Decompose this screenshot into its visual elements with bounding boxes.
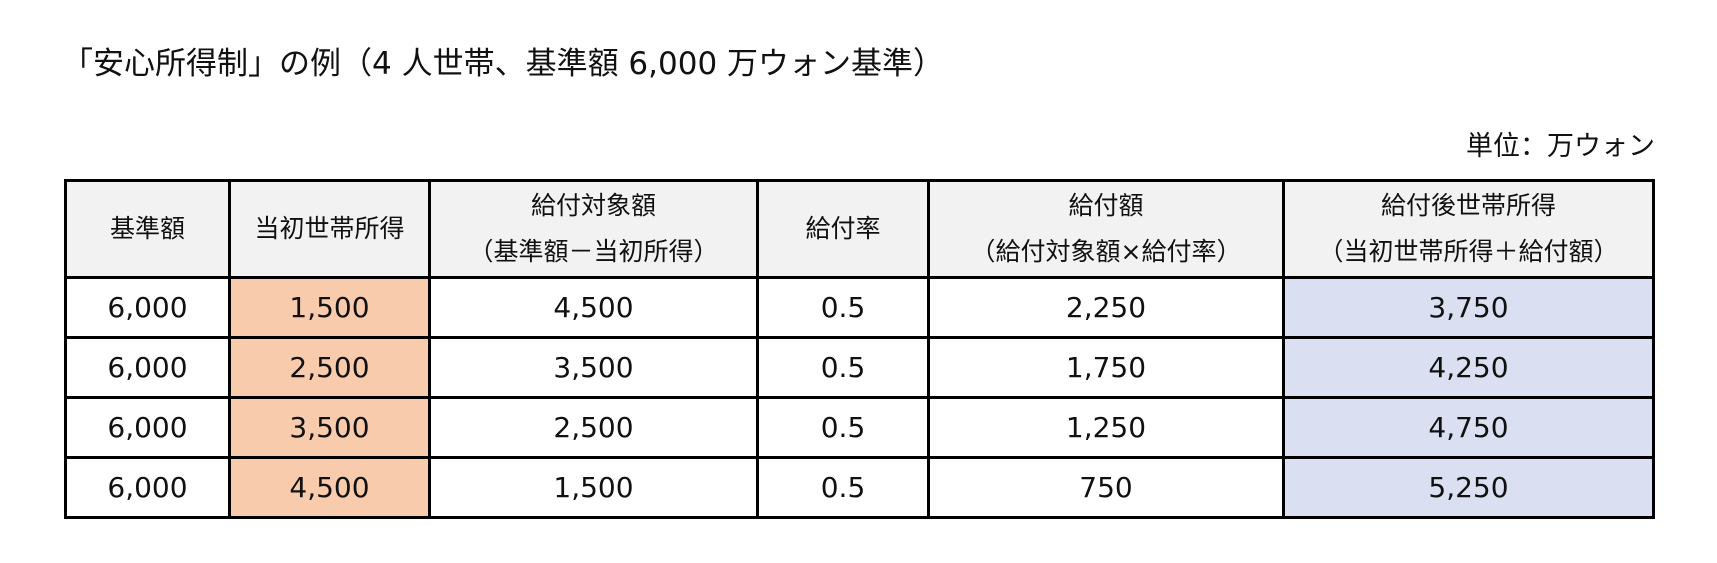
cell-benefit-amount: 2,250 (927, 276, 1285, 339)
table-header-row: 基準額 当初世帯所得 給付対象額 （基準額－当初所得） 給付率 給付額 （給付対… (64, 179, 1655, 279)
header-benefit-rate: 給付率 (756, 179, 930, 279)
header-initial-income: 当初世帯所得 (228, 179, 431, 279)
header-sublabel: （当初世帯所得＋給付額） (1318, 237, 1619, 266)
cell-base-amount: 6,000 (64, 276, 231, 339)
header-after-income: 給付後世帯所得 （当初世帯所得＋給付額） (1282, 179, 1655, 279)
header-benefit-amount: 給付額 （給付対象額×給付率） (927, 179, 1285, 279)
header-benefit-target: 給付対象額 （基準額－当初所得） (428, 179, 759, 279)
cell-base-amount: 6,000 (64, 336, 231, 399)
cell-initial-income: 1,500 (228, 276, 431, 339)
cell-benefit-amount: 750 (927, 456, 1285, 519)
cell-initial-income: 3,500 (228, 396, 431, 459)
cell-benefit-amount: 1,250 (927, 396, 1285, 459)
page-title: 「安心所得制」の例（4 人世帯、基準額 6,000 万ウォン基準） (62, 46, 945, 82)
cell-base-amount: 6,000 (64, 396, 231, 459)
cell-benefit-amount: 1,750 (927, 336, 1285, 399)
cell-benefit-target: 2,500 (428, 396, 759, 459)
header-base-amount: 基準額 (64, 179, 231, 279)
unit-label: 単位：万ウォン (1466, 131, 1655, 162)
cell-benefit-rate: 0.5 (756, 336, 930, 399)
cell-benefit-target: 1,500 (428, 456, 759, 519)
cell-after-income: 4,250 (1282, 336, 1655, 399)
table-row: 6,000 1,500 4,500 0.5 2,250 3,750 (64, 276, 1655, 339)
cell-benefit-rate: 0.5 (756, 276, 930, 339)
cell-after-income: 4,750 (1282, 396, 1655, 459)
cell-after-income: 3,750 (1282, 276, 1655, 339)
table-row: 6,000 2,500 3,500 0.5 1,750 4,250 (64, 336, 1655, 399)
header-label: 給付対象額 (530, 191, 656, 220)
header-label: 基準額 (109, 214, 185, 243)
header-label: 当初世帯所得 (254, 214, 405, 243)
header-label: 給付率 (805, 214, 881, 243)
header-label: 給付後世帯所得 (1380, 191, 1556, 220)
income-table: 基準額 当初世帯所得 給付対象額 （基準額－当初所得） 給付率 給付額 （給付対… (64, 179, 1655, 519)
cell-benefit-rate: 0.5 (756, 396, 930, 459)
cell-benefit-target: 4,500 (428, 276, 759, 339)
cell-after-income: 5,250 (1282, 456, 1655, 519)
header-sublabel: （基準額－当初所得） (468, 237, 719, 266)
header-label: 給付額 (1068, 191, 1144, 220)
header-sublabel: （給付対象額×給付率） (970, 237, 1242, 266)
table-row: 6,000 4,500 1,500 0.5 750 5,250 (64, 456, 1655, 519)
cell-benefit-target: 3,500 (428, 336, 759, 399)
cell-initial-income: 2,500 (228, 336, 431, 399)
cell-benefit-rate: 0.5 (756, 456, 930, 519)
cell-initial-income: 4,500 (228, 456, 431, 519)
table-row: 6,000 3,500 2,500 0.5 1,250 4,750 (64, 396, 1655, 459)
cell-base-amount: 6,000 (64, 456, 231, 519)
